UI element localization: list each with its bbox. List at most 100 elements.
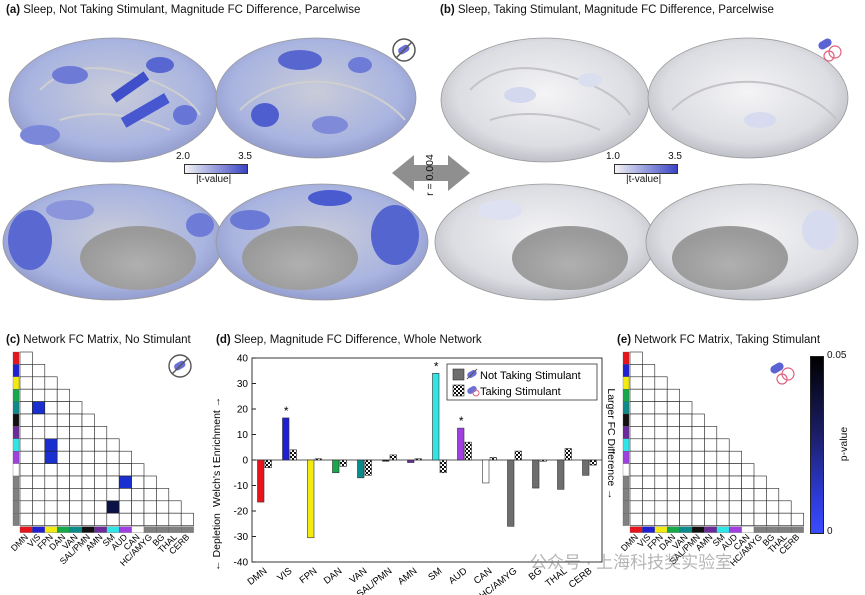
x-tick-label: AMN (396, 566, 420, 588)
brain-a-lateral-left (8, 37, 218, 163)
no-stimulant-icon (392, 38, 416, 62)
pvalue-bottom: 0 (827, 526, 833, 537)
legend-label-taking: Taking Stimulant (480, 386, 561, 398)
y-tick-label: 10 (237, 430, 249, 441)
matrix-c-cell (44, 401, 58, 415)
matrix-e-cell (778, 512, 792, 526)
matrix-e-cell (679, 488, 693, 502)
matrix-c-cell (69, 426, 83, 440)
matrix-c-cell (19, 364, 33, 378)
matrix-c-cell (94, 450, 108, 464)
legend-swatch-not-taking (452, 368, 465, 381)
matrix-c-row-color-4 (12, 401, 20, 415)
matrix-e-cell (728, 512, 742, 526)
matrix-e-cell (654, 488, 668, 502)
matrix-c-col-color-7 (106, 526, 120, 533)
matrix-c-cell (44, 413, 58, 427)
matrix-c-row-color-2 (12, 376, 20, 390)
matrix-e-cell (654, 401, 668, 415)
matrix-c-col-color-1 (32, 526, 45, 533)
matrix-e-cell (666, 401, 680, 415)
matrix-c-col-color-8 (119, 526, 132, 533)
pvalue-gradient (810, 356, 824, 534)
y-tick-label: 30 (237, 379, 249, 390)
matrix-c-cell (44, 463, 58, 477)
brain-surfaces (2, 37, 859, 301)
matrix-c-cell (32, 364, 46, 378)
matrix-c-cell (81, 488, 95, 502)
matrix-c-cell (168, 500, 182, 514)
colorbar-a-label: |t-value| (196, 174, 232, 185)
bar-not-taking-VAN (357, 459, 365, 479)
y-tick-label: 0 (242, 456, 248, 467)
matrix-e-col-color-8 (729, 526, 742, 533)
matrix-e-cell (642, 388, 656, 402)
matrix-c-row-color-8 (12, 451, 20, 464)
matrix-e-cell (629, 351, 643, 365)
matrix-e-row-color-0 (622, 351, 630, 365)
matrix-e-cell (778, 500, 792, 514)
matrix-c-cell (19, 512, 33, 526)
legend-label-not-taking: Not Taking Stimulant (480, 370, 581, 382)
matrix-e-cell (741, 463, 755, 477)
matrix-c-cell (56, 426, 70, 440)
panel-a-title: (a) Sleep, Not Taking Stimulant, Magnitu… (6, 4, 361, 16)
matrix-c-row-color-11 (12, 488, 20, 501)
colorbar-a-min: 2.0 (176, 151, 190, 162)
matrix-c-cell (32, 376, 46, 390)
matrix-c-cell (69, 463, 83, 477)
brain-a-medial-right (215, 183, 429, 301)
matrix-e-cell (704, 488, 718, 502)
matrix-e-cell (654, 463, 668, 477)
matrix-c-cell (131, 500, 145, 514)
matrix-e-cell (666, 488, 680, 502)
matrix-e-row-color-13 (622, 513, 630, 526)
matrix-e-cell (642, 438, 656, 452)
matrix-e-cell (691, 488, 705, 502)
matrix-e-cell (629, 512, 643, 526)
matrix-e-row-color-3 (622, 389, 630, 402)
matrix-e-cell (654, 450, 668, 464)
matrix-e-cell (679, 450, 693, 464)
matrix-c-cell (32, 450, 46, 464)
matrix-e-stimulant-icon (770, 362, 795, 385)
x-tick-label: DAN (322, 566, 345, 587)
matrix-e-col-color-9 (741, 526, 755, 533)
ylabel-top: Enrichment → (211, 397, 223, 464)
matrix-e-cell (654, 388, 668, 402)
y-tick-label: 20 (237, 405, 249, 416)
bar-not-taking-FPN (307, 459, 315, 539)
significance-star: * (284, 404, 289, 418)
matrix-c-row-color-12 (12, 500, 20, 514)
bar-not-taking-VIS (282, 417, 290, 461)
matrix-e-cell (728, 475, 742, 489)
stimulant-icon (818, 38, 842, 62)
matrix-e-cell (642, 376, 656, 390)
matrix-e-cell (666, 500, 680, 514)
matrix-e: DMNVISFPNDANVANSAL/PMNAMNSMAUDCANHC/AMYG… (619, 351, 804, 568)
bar-taking-FPN (314, 458, 322, 461)
bar-not-taking-CERB (582, 459, 590, 476)
matrix-c-cell (56, 450, 70, 464)
matrix-c-cell (168, 512, 182, 526)
bar-taking-AMN (414, 458, 422, 461)
matrix-c-cell (118, 500, 132, 514)
matrix-c-cell (106, 450, 120, 464)
bar-taking-THAL (564, 448, 572, 461)
matrix-e-cell (704, 512, 718, 526)
matrix-e-row-color-11 (622, 488, 630, 501)
brain-b-lateral-right (647, 37, 849, 159)
colorbar-b: 1.0 3.5 |t-value| (606, 151, 682, 185)
pvalue-colorbar: 0.05 0 p-value (806, 350, 861, 542)
matrix-e-cell (629, 426, 643, 440)
bar-taking-DAN (339, 459, 347, 467)
significance-star: * (434, 359, 439, 373)
matrix-c-row-color-6 (12, 426, 20, 439)
matrix-c-cell (81, 500, 95, 514)
matrix-c-cell (69, 413, 83, 427)
matrix-e-cell (716, 475, 730, 489)
matrix-e-cell (642, 426, 656, 440)
matrix-c-cell (106, 500, 120, 514)
matrix-e-row-color-2 (622, 376, 630, 390)
matrix-e-row-color-5 (622, 413, 630, 427)
